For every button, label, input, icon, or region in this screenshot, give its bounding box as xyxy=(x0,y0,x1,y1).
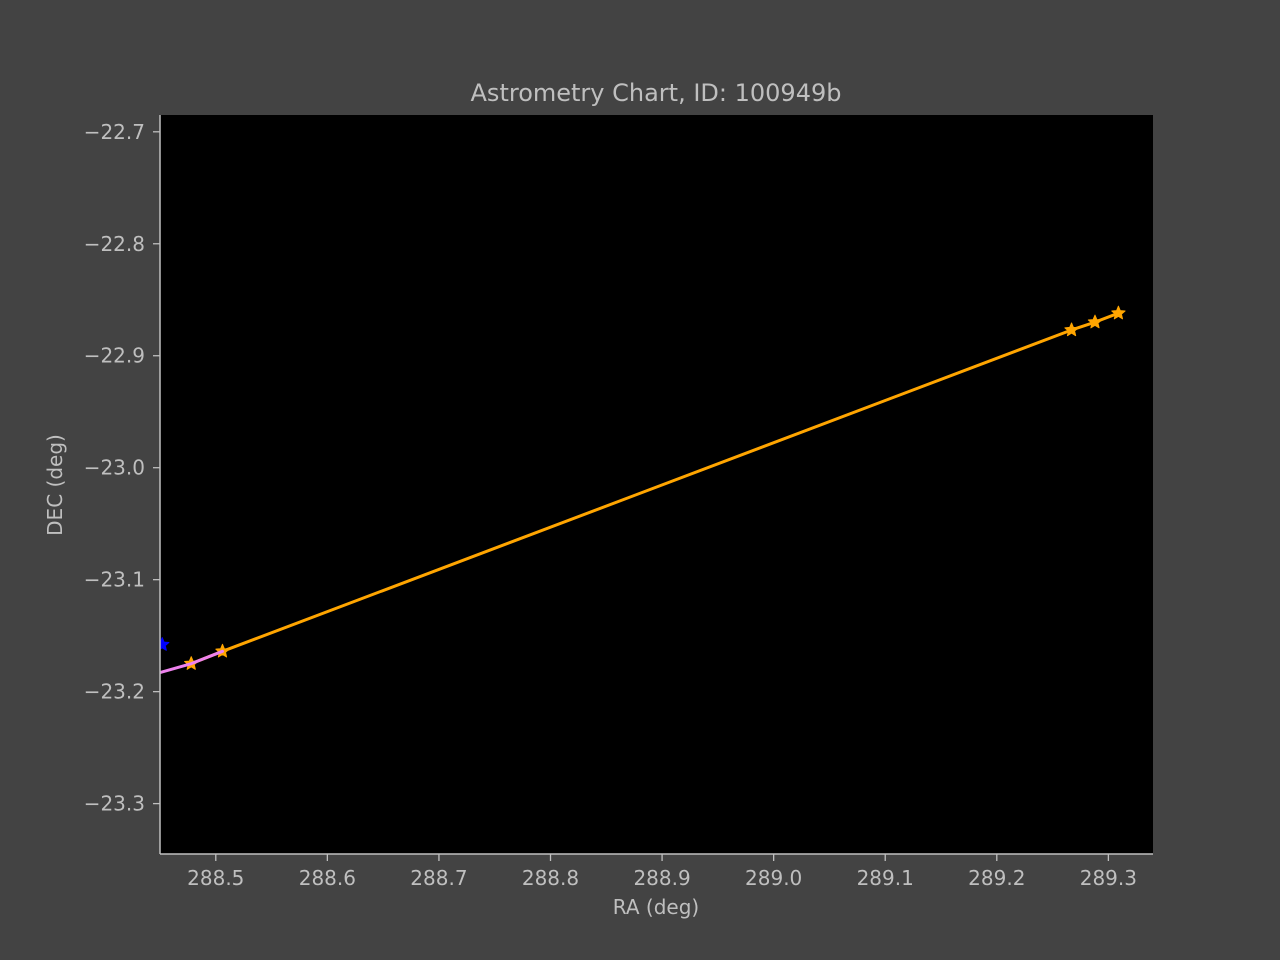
chart-title: Astrometry Chart, ID: 100949b xyxy=(471,79,842,107)
x-tick-label: 288.9 xyxy=(633,866,690,890)
y-axis-label: DEC (deg) xyxy=(43,434,67,536)
y-tick-label: −23.1 xyxy=(84,568,145,592)
series-0-point xyxy=(1111,305,1126,320)
x-tick-label: 289.3 xyxy=(1080,866,1137,890)
x-tick-label: 289.1 xyxy=(857,866,914,890)
x-tick-label: 288.7 xyxy=(410,866,467,890)
series-0-point xyxy=(1064,322,1079,337)
series-0-point xyxy=(1087,314,1103,329)
series-2-point xyxy=(160,637,170,651)
series-1-line xyxy=(160,649,224,675)
x-tick-label: 288.6 xyxy=(299,866,356,890)
x-tick-label: 288.8 xyxy=(522,866,579,890)
x-tick-label: 289.2 xyxy=(968,866,1025,890)
y-tick-label: −22.8 xyxy=(84,232,145,256)
y-tick-label: −23.3 xyxy=(84,792,145,816)
x-tick-label: 288.5 xyxy=(187,866,244,890)
x-axis-label: RA (deg) xyxy=(613,895,699,919)
y-tick-label: −22.7 xyxy=(84,120,145,144)
y-tick-label: −23.0 xyxy=(84,456,145,480)
y-tick-label: −22.9 xyxy=(84,344,145,368)
x-tick-label: 289.0 xyxy=(745,866,802,890)
series-layer xyxy=(160,305,1126,675)
plot-area xyxy=(160,115,1153,854)
y-tick-label: −23.2 xyxy=(84,680,145,704)
x-axis-ticks: 288.5 288.6 288.7 288.8 288.9 289.0 289.1 289.2… xyxy=(187,854,1137,890)
y-axis-ticks: −22.7 −22.8 −22.9 −23.0 −23.1 −23.2 −23.3 xyxy=(84,120,160,816)
